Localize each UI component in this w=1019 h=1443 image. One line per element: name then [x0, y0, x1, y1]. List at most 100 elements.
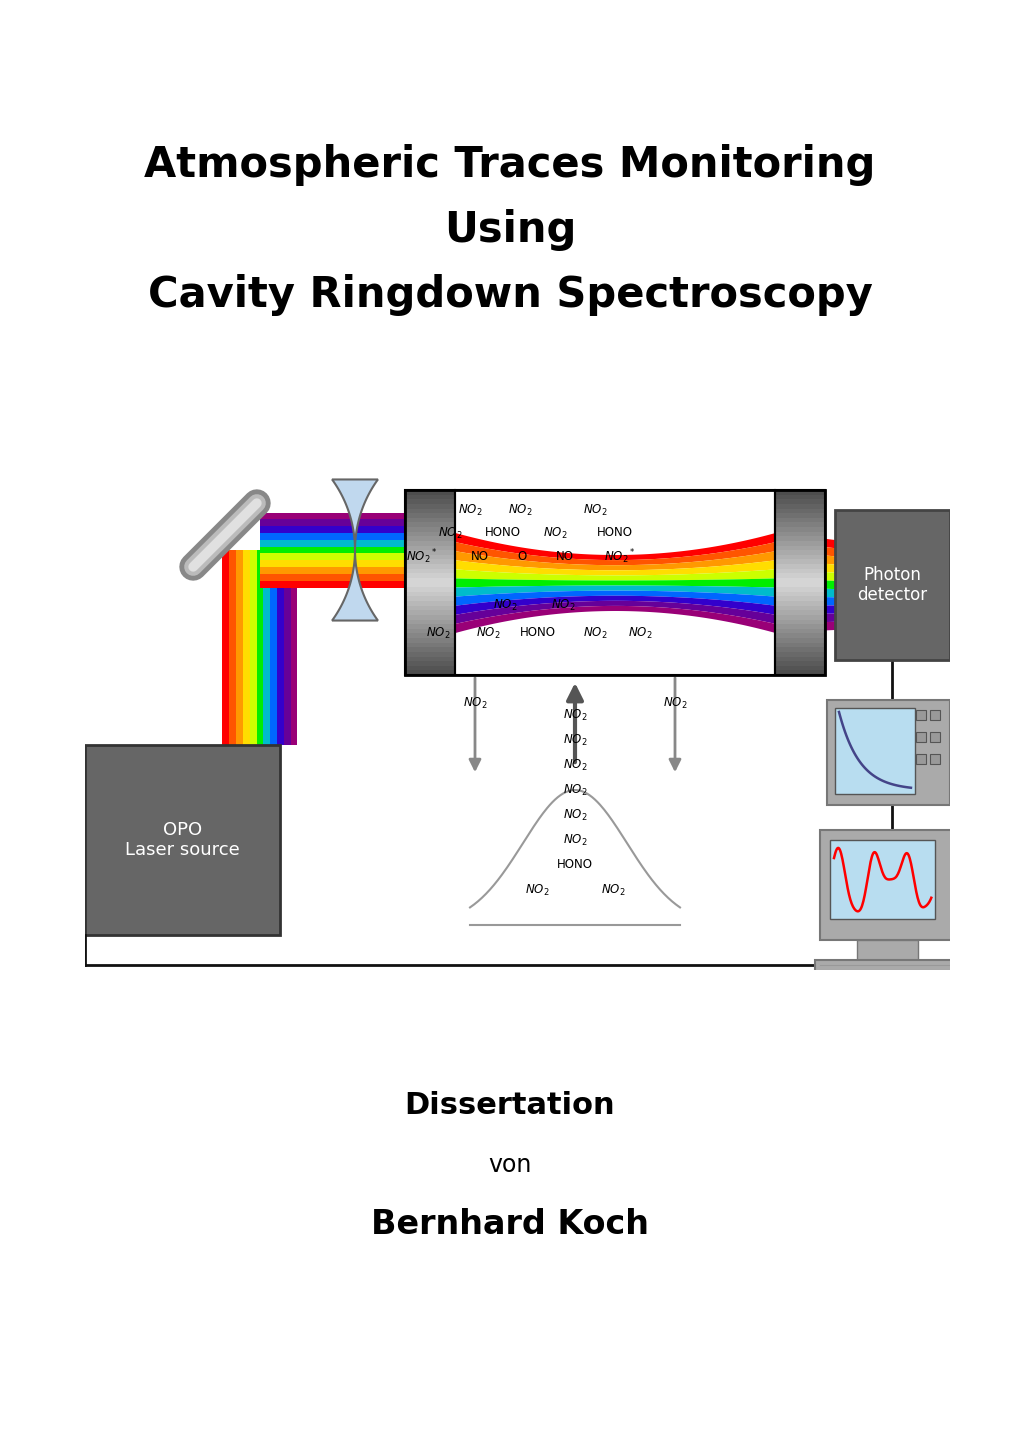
Bar [260, 527, 405, 532]
Bar [290, 550, 298, 745]
Bar [277, 550, 283, 745]
Bar [819, 830, 954, 939]
Bar [260, 560, 405, 567]
Bar [405, 491, 454, 675]
Bar [263, 550, 270, 745]
Bar [774, 527, 824, 531]
Bar [405, 518, 454, 522]
Bar [774, 596, 824, 600]
Text: $NO_2$: $NO_2$ [463, 696, 487, 710]
Bar [405, 652, 454, 657]
Polygon shape [774, 569, 835, 582]
Polygon shape [774, 560, 835, 573]
Bar [454, 491, 774, 675]
Polygon shape [332, 479, 378, 620]
Polygon shape [774, 605, 835, 615]
Bar [405, 522, 454, 527]
Polygon shape [774, 532, 835, 548]
Text: O: O [517, 550, 526, 564]
Bar [405, 577, 454, 583]
Bar [774, 495, 824, 499]
Bar [405, 537, 454, 541]
Bar [405, 564, 454, 569]
Bar [405, 619, 454, 625]
Bar [774, 491, 824, 675]
Text: $NO_2$: $NO_2$ [458, 502, 482, 518]
Bar [405, 671, 454, 675]
Text: $NO_2$: $NO_2$ [582, 502, 606, 518]
Bar [405, 504, 454, 508]
Bar [774, 629, 824, 633]
Bar [814, 960, 959, 996]
Bar [774, 508, 824, 514]
Polygon shape [774, 587, 835, 597]
Bar [405, 629, 454, 633]
Bar [85, 745, 280, 935]
Text: $NO_2$: $NO_2$ [562, 833, 587, 847]
Bar [405, 495, 454, 499]
Bar [260, 532, 405, 540]
Bar [405, 596, 454, 600]
Text: HONO: HONO [556, 859, 592, 872]
Bar [260, 554, 405, 560]
Text: $NO_2$: $NO_2$ [562, 808, 587, 823]
Bar [774, 671, 824, 675]
Bar [774, 652, 824, 657]
Text: $NO_2$: $NO_2$ [550, 597, 575, 612]
Polygon shape [774, 579, 835, 589]
Bar [856, 939, 917, 960]
Bar [774, 514, 824, 518]
Bar [260, 567, 405, 574]
Text: $NO_2$: $NO_2$ [437, 525, 462, 541]
Bar [222, 550, 229, 745]
Bar [405, 661, 454, 665]
Polygon shape [774, 596, 835, 606]
Bar [405, 665, 454, 671]
Bar [243, 550, 250, 745]
Polygon shape [774, 613, 835, 623]
Bar [405, 499, 454, 504]
Bar [774, 606, 824, 610]
Bar [405, 610, 454, 615]
Bar [774, 491, 824, 495]
Text: $NO_2$: $NO_2$ [582, 625, 606, 641]
Bar [405, 638, 454, 642]
Bar [774, 573, 824, 577]
Polygon shape [774, 541, 835, 557]
Bar [405, 633, 454, 638]
Bar [826, 700, 949, 805]
Bar [405, 569, 454, 573]
Bar [270, 550, 277, 745]
Bar [260, 519, 405, 527]
Bar [260, 512, 405, 519]
Bar [405, 600, 454, 606]
Bar [774, 504, 824, 508]
Bar [405, 625, 454, 629]
Bar [774, 554, 824, 560]
Bar [236, 550, 243, 745]
Bar [774, 642, 824, 648]
Text: OPO
Laser source: OPO Laser source [125, 821, 239, 860]
Bar [928, 755, 938, 763]
Bar [774, 550, 824, 554]
Text: $NO_2$: $NO_2$ [600, 883, 625, 898]
Bar [405, 642, 454, 648]
Bar [774, 583, 824, 587]
Bar [774, 499, 824, 504]
Bar [257, 550, 263, 745]
Bar [774, 615, 824, 619]
Bar [405, 491, 454, 495]
Bar [915, 732, 924, 742]
Text: $NO_2$: $NO_2$ [562, 758, 587, 772]
Bar [774, 592, 824, 596]
Bar [405, 527, 454, 531]
Bar [774, 541, 824, 545]
Bar [774, 661, 824, 665]
Bar [915, 710, 924, 720]
Bar [774, 518, 824, 522]
Text: $NO_2$: $NO_2$ [662, 696, 687, 710]
Text: HONO: HONO [596, 527, 633, 540]
Bar [915, 755, 924, 763]
Bar [774, 633, 824, 638]
Bar [774, 545, 824, 550]
